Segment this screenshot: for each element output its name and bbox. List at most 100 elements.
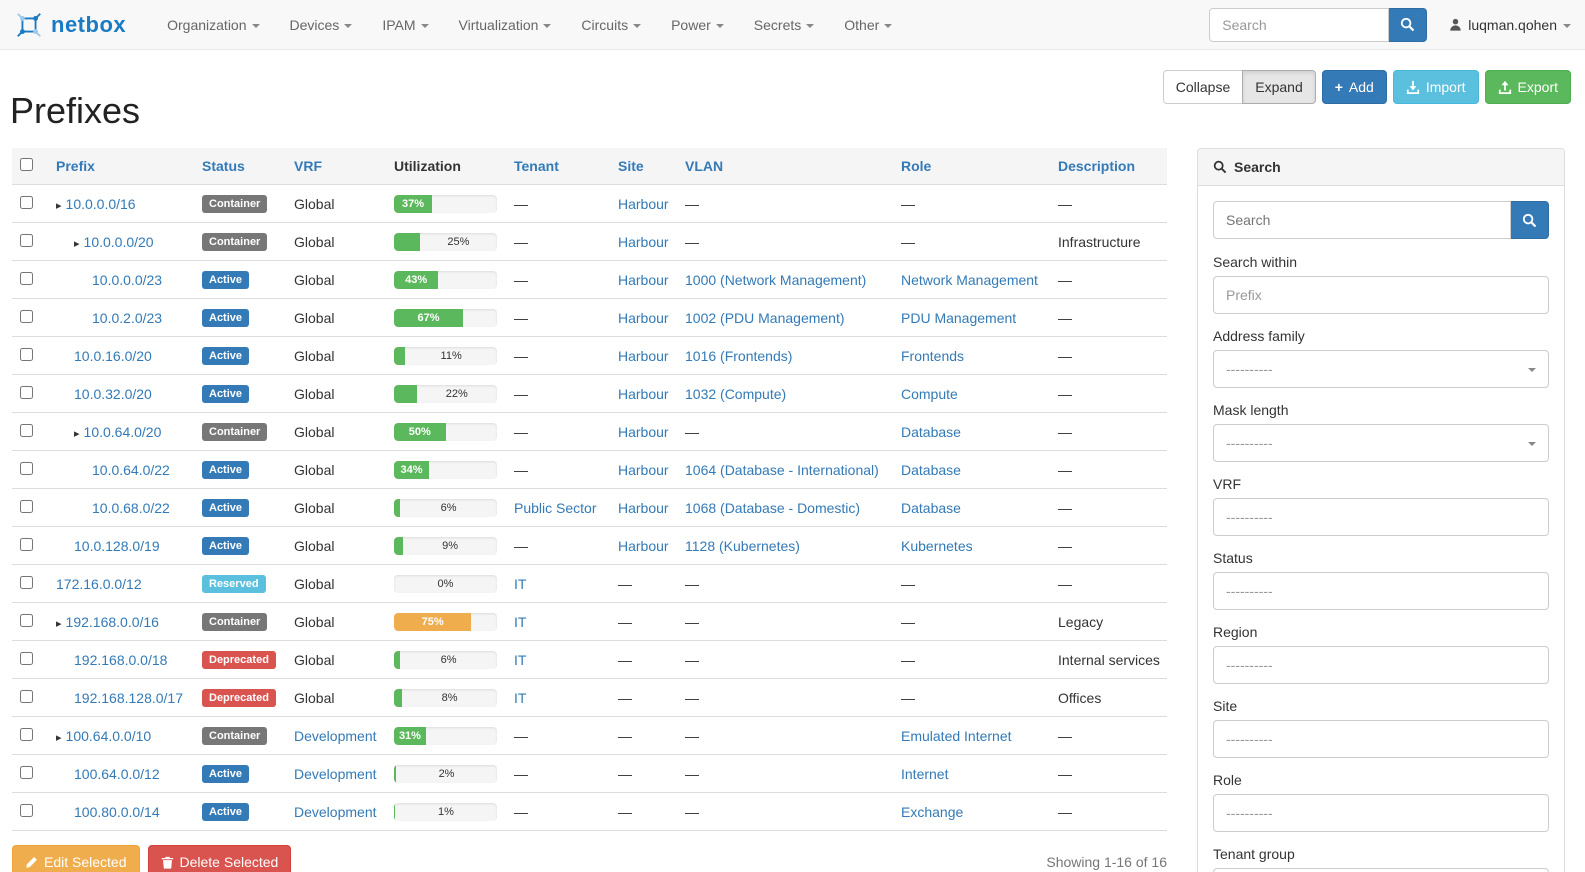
role-link[interactable]: Database <box>901 499 961 516</box>
column-sort-prefix[interactable]: Prefix <box>56 158 95 174</box>
prefix-link[interactable]: 172.16.0.0/12 <box>56 575 142 592</box>
column-sort-role[interactable]: Role <box>901 158 932 174</box>
row-checkbox[interactable] <box>20 271 33 285</box>
vrf-link[interactable]: Development <box>294 803 377 820</box>
role-link[interactable]: Database <box>901 423 961 440</box>
vlan-link[interactable]: 1064 (Database - International) <box>685 461 879 478</box>
nav-menu-virtualization[interactable]: Virtualization <box>444 0 567 49</box>
site-link[interactable]: Harbour <box>618 537 669 554</box>
site-link[interactable]: Harbour <box>618 347 669 364</box>
expand-button[interactable]: Expand <box>1242 70 1316 104</box>
row-checkbox[interactable] <box>20 347 33 361</box>
nav-menu-ipam[interactable]: IPAM <box>367 0 443 49</box>
filter-search-input[interactable] <box>1213 201 1511 239</box>
add-button[interactable]: + Add <box>1321 70 1387 104</box>
prefix-link[interactable]: 10.0.128.0/19 <box>74 537 160 554</box>
row-checkbox[interactable] <box>20 689 33 703</box>
vlan-link[interactable]: 1068 (Database - Domestic) <box>685 499 861 516</box>
role-link[interactable]: PDU Management <box>901 309 1017 326</box>
vlan-link[interactable]: 1000 (Network Management) <box>685 271 867 288</box>
prefix-link[interactable]: 192.168.128.0/17 <box>74 689 183 706</box>
site-link[interactable]: Harbour <box>618 271 669 288</box>
tenant-link[interactable]: IT <box>514 575 527 592</box>
export-button[interactable]: Export <box>1484 70 1571 104</box>
row-checkbox[interactable] <box>20 309 33 323</box>
site-link[interactable]: Harbour <box>618 385 669 402</box>
filter-input-role[interactable] <box>1213 794 1549 832</box>
prefix-link[interactable]: 10.0.16.0/20 <box>74 347 152 364</box>
role-link[interactable]: Compute <box>901 385 958 402</box>
nav-menu-devices[interactable]: Devices <box>275 0 368 49</box>
nav-menu-organization[interactable]: Organization <box>152 0 274 49</box>
column-sort-site[interactable]: Site <box>618 158 644 174</box>
collapse-button[interactable]: Collapse <box>1162 70 1244 104</box>
global-search-input[interactable] <box>1209 7 1390 42</box>
vrf-link[interactable]: Development <box>294 765 377 782</box>
prefix-link[interactable]: 100.80.0.0/14 <box>74 803 160 820</box>
column-sort-tenant[interactable]: Tenant <box>514 158 559 174</box>
global-search-button[interactable] <box>1389 7 1428 42</box>
site-link[interactable]: Harbour <box>618 233 669 250</box>
role-link[interactable]: Database <box>901 461 961 478</box>
prefix-link[interactable]: 10.0.0.0/16 <box>65 195 136 212</box>
filter-input-status[interactable] <box>1213 572 1549 610</box>
prefix-link[interactable]: 192.168.0.0/18 <box>74 651 168 668</box>
vlan-link[interactable]: 1128 (Kubernetes) <box>685 537 800 554</box>
brand-link[interactable]: netbox <box>14 10 126 40</box>
tenant-link[interactable]: IT <box>514 613 527 630</box>
role-link[interactable]: Frontends <box>901 347 965 364</box>
tenant-link[interactable]: IT <box>514 689 527 706</box>
row-checkbox[interactable] <box>20 803 33 817</box>
filter-input-tenant-group[interactable] <box>1213 868 1549 872</box>
select-all-checkbox[interactable] <box>20 158 33 171</box>
prefix-link[interactable]: 10.0.0.0/20 <box>83 233 154 250</box>
row-checkbox[interactable] <box>20 195 33 209</box>
vlan-link[interactable]: 1002 (PDU Management) <box>685 309 845 326</box>
delete-selected-button[interactable]: Delete Selected <box>147 845 292 872</box>
filter-search-button[interactable] <box>1511 201 1549 239</box>
filter-input-vrf[interactable] <box>1213 498 1549 536</box>
row-checkbox[interactable] <box>20 575 33 589</box>
row-checkbox[interactable] <box>20 423 33 437</box>
column-sort-vlan[interactable]: VLAN <box>685 158 724 174</box>
row-checkbox[interactable] <box>20 613 33 627</box>
row-checkbox[interactable] <box>20 233 33 247</box>
prefix-link[interactable]: 100.64.0.0/10 <box>65 727 152 744</box>
row-checkbox[interactable] <box>20 651 33 665</box>
nav-menu-secrets[interactable]: Secrets <box>739 0 829 49</box>
row-checkbox[interactable] <box>20 461 33 475</box>
vlan-link[interactable]: 1016 (Frontends) <box>685 347 793 364</box>
column-sort-vrf[interactable]: VRF <box>294 158 322 174</box>
filter-input-search-within[interactable] <box>1213 276 1549 314</box>
tenant-link[interactable]: Public Sector <box>514 499 597 516</box>
nav-menu-circuits[interactable]: Circuits <box>566 0 656 49</box>
site-link[interactable]: Harbour <box>618 461 669 478</box>
tenant-link[interactable]: IT <box>514 651 527 668</box>
import-button[interactable]: Import <box>1392 70 1479 104</box>
site-link[interactable]: Harbour <box>618 499 669 516</box>
filter-input-region[interactable] <box>1213 646 1549 684</box>
nav-menu-power[interactable]: Power <box>656 0 739 49</box>
row-checkbox[interactable] <box>20 537 33 551</box>
site-link[interactable]: Harbour <box>618 309 669 326</box>
site-link[interactable]: Harbour <box>618 423 669 440</box>
prefix-link[interactable]: 10.0.64.0/20 <box>83 423 162 440</box>
row-checkbox[interactable] <box>20 727 33 741</box>
edit-selected-button[interactable]: Edit Selected <box>12 845 140 872</box>
vrf-link[interactable]: Development <box>294 727 377 744</box>
nav-menu-other[interactable]: Other <box>829 0 907 49</box>
filter-select-address-family[interactable]: ---------- <box>1213 350 1549 388</box>
row-checkbox[interactable] <box>20 385 33 399</box>
prefix-link[interactable]: 10.0.64.0/22 <box>92 461 170 478</box>
filter-select-mask-length[interactable]: ---------- <box>1213 424 1549 462</box>
role-link[interactable]: Internet <box>901 765 949 782</box>
column-sort-status[interactable]: Status <box>202 158 245 174</box>
role-link[interactable]: Kubernetes <box>901 537 973 554</box>
column-sort-description[interactable]: Description <box>1058 158 1136 174</box>
row-checkbox[interactable] <box>20 499 33 513</box>
site-link[interactable]: Harbour <box>618 195 669 212</box>
prefix-link[interactable]: 10.0.32.0/20 <box>74 385 152 402</box>
filter-input-site[interactable] <box>1213 720 1549 758</box>
prefix-link[interactable]: 10.0.0.0/23 <box>92 271 163 288</box>
role-link[interactable]: Network Management <box>901 271 1038 288</box>
